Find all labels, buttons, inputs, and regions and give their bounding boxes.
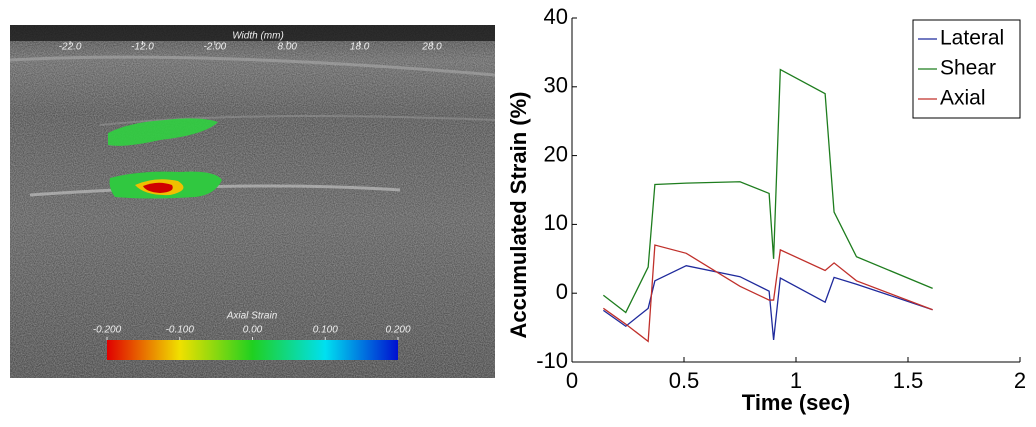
colorbar-tick-label: 0.200 [385,325,410,336]
y-tick-label: 30 [544,73,568,98]
colorbar-label: Axial Strain [226,311,278,322]
legend-label: Shear [940,57,996,80]
colorbar-tick-label: -0.100 [166,325,195,336]
legend: Lateral Shear Axial [913,20,1020,118]
colorbar-tick-label: 0.100 [313,325,338,336]
width-tick-label: 8.00 [278,42,298,53]
y-tick-label: 20 [544,141,568,166]
page: Width (mm) Axial Strain Accumulated Stra… [0,0,1036,427]
width-axis-label: Width (mm) [232,31,284,42]
y-tick-label: 40 [544,4,568,29]
x-tick-label: 1 [790,368,802,393]
x-tick-label: 0 [566,368,578,393]
y-axis-label: Accumulated Strain (%) [506,92,531,339]
x-tick-label: 0.5 [669,368,700,393]
y-tick-label: 10 [544,210,568,235]
width-tick-label: -2.00 [203,42,226,53]
legend-label: Lateral [940,27,1004,50]
width-tick-label: 18.0 [350,42,370,53]
x-axis-label: Time (sec) [742,390,850,415]
x-tick-label: 1.5 [893,368,924,393]
width-tick-label: 28.0 [421,42,442,53]
legend-label: Axial [940,87,986,110]
y-tick-label: -10 [536,348,568,373]
x-tick-label: 2 [1014,368,1026,393]
width-tick-label: -22.0 [59,42,82,53]
width-tick-label: -12.0 [131,42,154,53]
colorbar-tick-label: 0.00 [243,325,263,336]
figure: Width (mm) Axial Strain Accumulated Stra… [0,0,1036,422]
colorbar-tick-label: -0.200 [93,325,122,336]
colorbar [107,340,398,360]
y-tick-label: 0 [556,279,568,304]
